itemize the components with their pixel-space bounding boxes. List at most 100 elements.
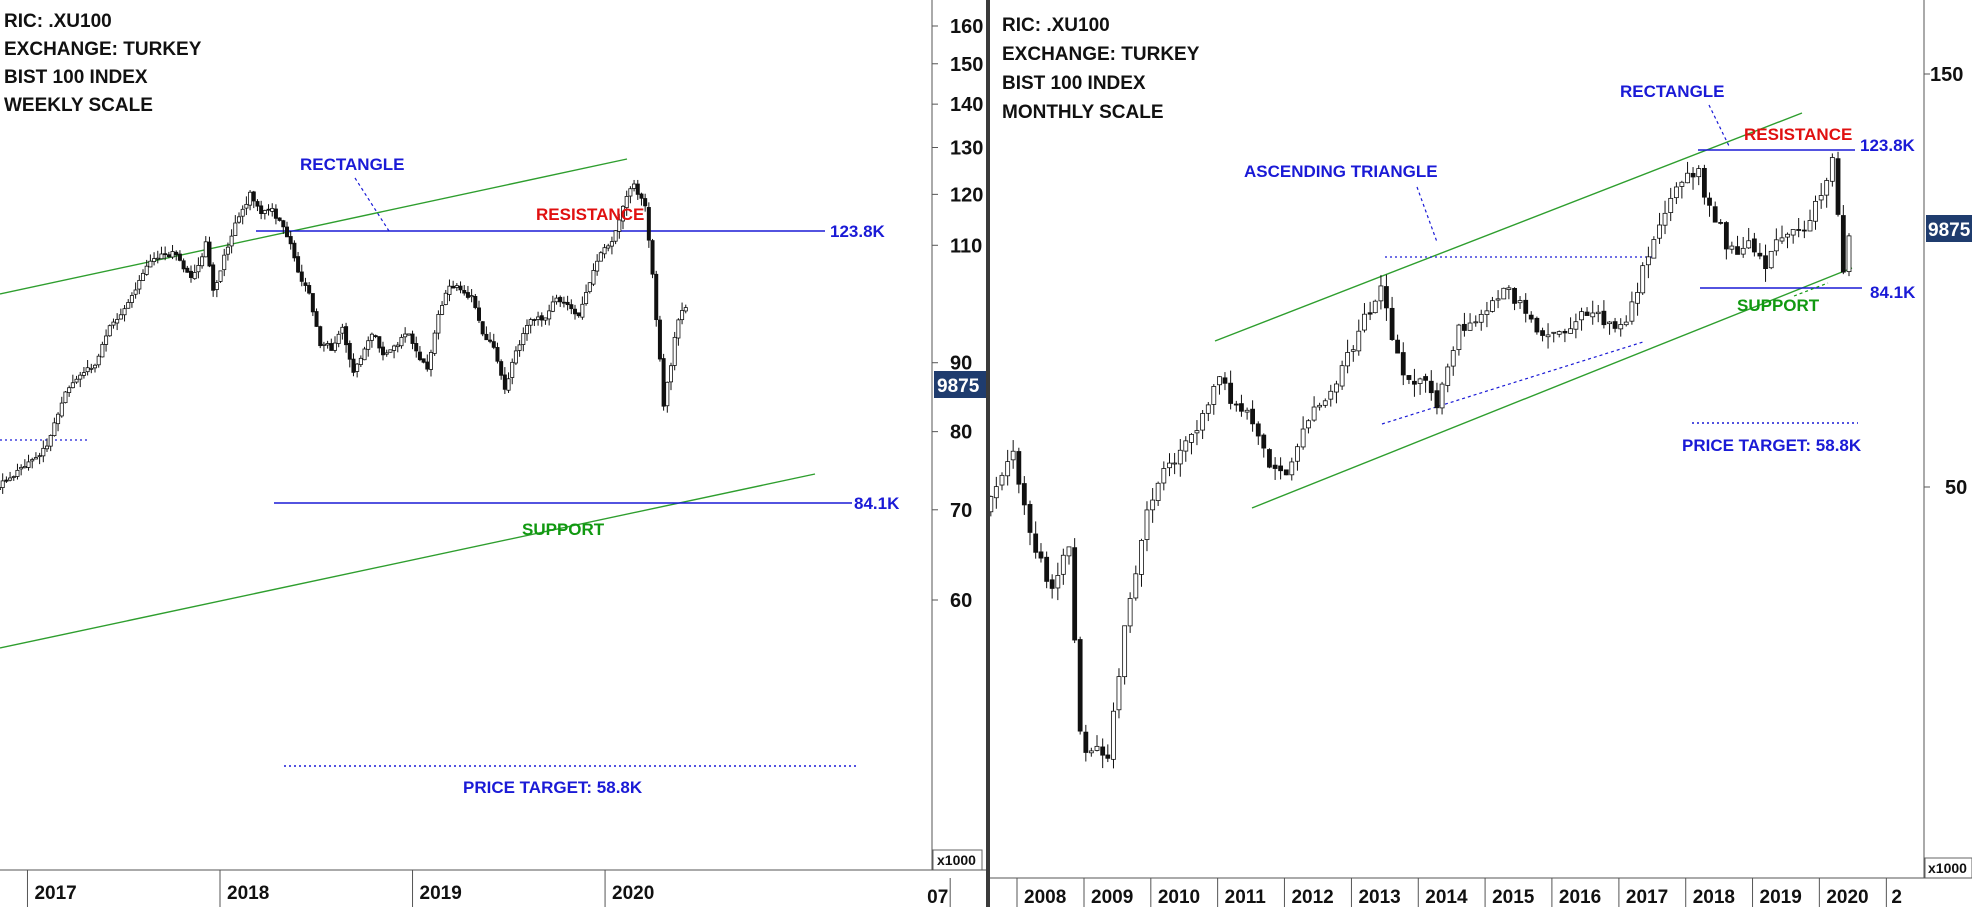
monthly-candle-2012-01: [1295, 443, 1300, 471]
weekly-y-tick-160: 160: [950, 16, 983, 38]
monthly-resistance-level-label: 123.8K: [1860, 136, 1916, 155]
weekly-candle-2019-05-20: [502, 367, 507, 395]
weekly-candle-2016-11-14: [19, 464, 24, 476]
weekly-candle-2019-03-25: [473, 293, 478, 310]
monthly-candle-2015-03: [1506, 285, 1512, 300]
monthly-x-tick-2020: 2020: [1826, 887, 1868, 907]
monthly-candle-2017-12: [1690, 167, 1696, 190]
weekly-candle-2016-10-31: [11, 475, 16, 481]
monthly-candle-2007-06: [990, 495, 994, 517]
monthly-support-level-label: 84.1K: [1870, 283, 1916, 302]
weekly-info-index: BIST 100 INDEX: [4, 67, 148, 88]
monthly-x-tick-2009: 2009: [1091, 887, 1133, 907]
weekly-candle-2019-10-21: [584, 284, 589, 306]
weekly-candle-2018-12-10: [417, 346, 422, 362]
monthly-candle-2015-09: [1540, 327, 1545, 342]
weekly-candle-2019-08-26: [554, 294, 559, 305]
weekly-candle-2018-08-20: [358, 355, 363, 368]
monthly-candle-2012-03: [1306, 419, 1311, 434]
monthly-candle-2012-02: [1300, 416, 1306, 450]
weekly-candle-2019-12-02: [606, 243, 611, 252]
weekly-candle-2019-02-11: [451, 280, 456, 289]
weekly-candle-2018-11-19: [406, 333, 411, 336]
monthly-candle-2016-02: [1568, 317, 1573, 334]
monthly-candle-2018-08: [1735, 235, 1740, 255]
weekly-candle-2019-02-25: [458, 281, 463, 294]
monthly-candle-2016-07: [1595, 304, 1601, 323]
weekly-candle-2017-06-12: [129, 292, 134, 308]
monthly-candle-2018-02: [1701, 164, 1707, 205]
monthly-candle-2011-02: [1233, 400, 1239, 412]
weekly-candle-2019-05-06: [495, 342, 500, 364]
weekly-candle-2019-02-18: [454, 283, 459, 292]
monthly-candle-2014-05: [1450, 346, 1456, 376]
weekly-candle-2019-05-13: [499, 359, 504, 380]
monthly-candle-2013-02: [1367, 301, 1373, 321]
weekly-candle-2019-10-14: [580, 296, 585, 320]
weekly-candle-2017-05-29: [122, 305, 127, 322]
monthly-x-axis: 07 2008 2009 2010 2011 2012 2013 2014 2015 2016 20…: [927, 878, 1902, 908]
weekly-candle-2016-12-19: [37, 452, 42, 465]
weekly-candle-2017-04-03: [93, 363, 98, 373]
monthly-last-price-tag: [1926, 215, 1972, 242]
monthly-candle-2008-09: [1072, 538, 1078, 644]
weekly-x-axis: 2017 2018 2019 2020: [26, 870, 654, 907]
monthly-candle-2012-04: [1311, 396, 1317, 422]
monthly-candle-2008-08: [1066, 546, 1072, 565]
monthly-info-index: BIST 100 INDEX: [1002, 73, 1146, 94]
monthly-candle-2020-02: [1835, 151, 1841, 217]
monthly-candle-2011-03: [1239, 394, 1244, 417]
monthly-candle-2020-04: [1846, 233, 1852, 277]
weekly-candle-2020-04-20: [680, 302, 685, 325]
weekly-candle-2017-12-04: [222, 248, 227, 277]
monthly-candle-2019-11: [1818, 183, 1824, 209]
weekly-candle-2019-07-22: [536, 311, 541, 326]
weekly-candle-2017-01-09: [48, 434, 53, 452]
monthly-resistance-label: RESISTANCE: [1744, 125, 1852, 144]
monthly-candle-2017-09: [1673, 182, 1679, 205]
monthly-candle-2017-05: [1651, 236, 1657, 259]
monthly-candle-2010-03: [1172, 452, 1178, 475]
weekly-candle-2017-01-30: [59, 396, 64, 418]
weekly-candle-2019-04-29: [491, 333, 496, 350]
monthly-candle-2010-09: [1205, 402, 1211, 422]
weekly-candle-2017-10-02: [188, 265, 193, 283]
monthly-candle-2012-12: [1356, 319, 1362, 356]
monthly-candle-2016-11: [1618, 318, 1624, 337]
weekly-candle-2017-02-20: [70, 374, 75, 389]
monthly-candle-2019-05: [1785, 232, 1790, 249]
monthly-candle-2015-11: [1551, 331, 1557, 343]
monthly-candle-2013-04: [1378, 275, 1384, 310]
monthly-x-tick-2013: 2013: [1358, 887, 1400, 907]
monthly-triangle-label: ASCENDING TRIANGLE: [1244, 162, 1438, 181]
monthly-candle-2018-09: [1740, 236, 1746, 258]
weekly-candle-2017-07-03: [140, 269, 145, 281]
monthly-candle-2007-09: [1005, 449, 1011, 486]
weekly-candle-2017-02-06: [63, 391, 68, 404]
monthly-candle-2018-06: [1723, 221, 1729, 260]
monthly-candle-2009-04: [1111, 702, 1116, 769]
weekly-candle-2019-07-01: [525, 319, 530, 341]
monthly-candle-2011-07: [1261, 433, 1267, 458]
weekly-candle-2017-10-16: [196, 257, 201, 279]
weekly-candle-2017-07-31: [155, 250, 160, 264]
monthly-candle-2013-09: [1406, 375, 1412, 385]
monthly-candle-2009-11: [1150, 488, 1156, 523]
weekly-candle-2017-10-30: [203, 236, 208, 258]
weekly-candle-2018-12-03: [414, 336, 419, 358]
weekly-candle-2018-07-30: [347, 340, 352, 368]
weekly-candle-2017-07-24: [152, 252, 157, 266]
weekly-candle-2020-01-06: [624, 190, 629, 216]
weekly-candle-2020-03-30: [669, 362, 674, 391]
weekly-candle-2017-12-18: [229, 229, 234, 254]
weekly-candle-2018-05-14: [307, 282, 312, 295]
weekly-candle-2018-10-22: [392, 344, 397, 359]
weekly-candle-2017-07-10: [144, 259, 149, 276]
weekly-candle-2017-06-05: [126, 299, 131, 309]
monthly-candle-2015-12: [1556, 330, 1562, 338]
monthly-candle-2019-08: [1801, 220, 1807, 239]
weekly-candle-2019-09-02: [558, 295, 563, 307]
monthly-candle-2009-01: [1094, 735, 1100, 752]
weekly-candle-2017-08-07: [159, 246, 164, 260]
monthly-candle-2011-01: [1228, 370, 1234, 410]
